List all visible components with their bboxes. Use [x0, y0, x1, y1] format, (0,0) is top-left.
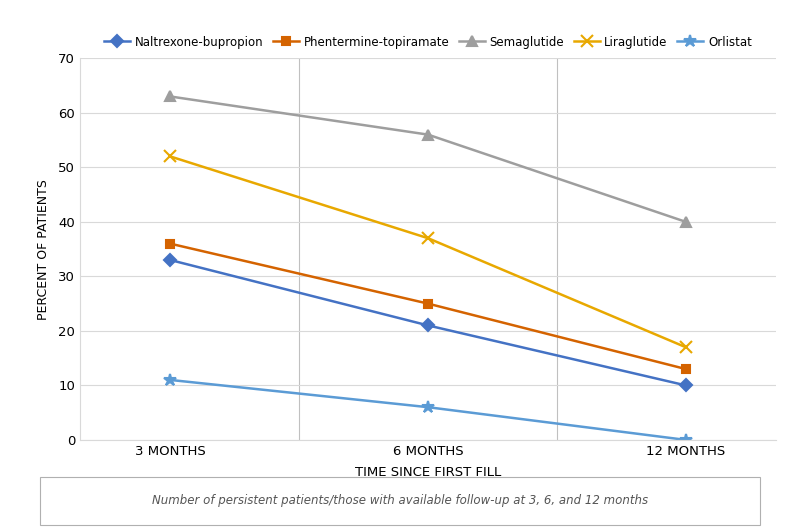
Line: Phentermine-topiramate: Phentermine-topiramate: [166, 240, 690, 373]
Line: Naltrexone-bupropion: Naltrexone-bupropion: [166, 256, 690, 390]
Line: Liraglutide: Liraglutide: [165, 151, 691, 353]
Naltrexone-bupropion: [681, 382, 690, 388]
Semaglutide: [423, 131, 433, 138]
Phentermine-topiramate: [423, 301, 433, 307]
Phentermine-topiramate: [166, 241, 175, 247]
Text: Number of persistent patients/those with available follow-up at 3, 6, and 12 mon: Number of persistent patients/those with…: [152, 494, 648, 507]
Y-axis label: PERCENT OF PATIENTS: PERCENT OF PATIENTS: [37, 179, 50, 320]
Semaglutide: [166, 93, 175, 100]
Line: Orlistat: Orlistat: [164, 374, 692, 446]
Naltrexone-bupropion: [423, 322, 433, 329]
Orlistat: [166, 377, 175, 383]
Phentermine-topiramate: [681, 366, 690, 372]
Legend: Naltrexone-bupropion, Phentermine-topiramate, Semaglutide, Liraglutide, Orlistat: Naltrexone-bupropion, Phentermine-topira…: [104, 36, 752, 49]
Liraglutide: [166, 153, 175, 160]
Liraglutide: [423, 235, 433, 241]
Line: Semaglutide: Semaglutide: [166, 92, 690, 227]
Orlistat: [681, 437, 690, 443]
Naltrexone-bupropion: [166, 257, 175, 263]
Semaglutide: [681, 219, 690, 225]
Orlistat: [423, 404, 433, 410]
X-axis label: TIME SINCE FIRST FILL: TIME SINCE FIRST FILL: [355, 466, 501, 479]
Liraglutide: [681, 344, 690, 350]
